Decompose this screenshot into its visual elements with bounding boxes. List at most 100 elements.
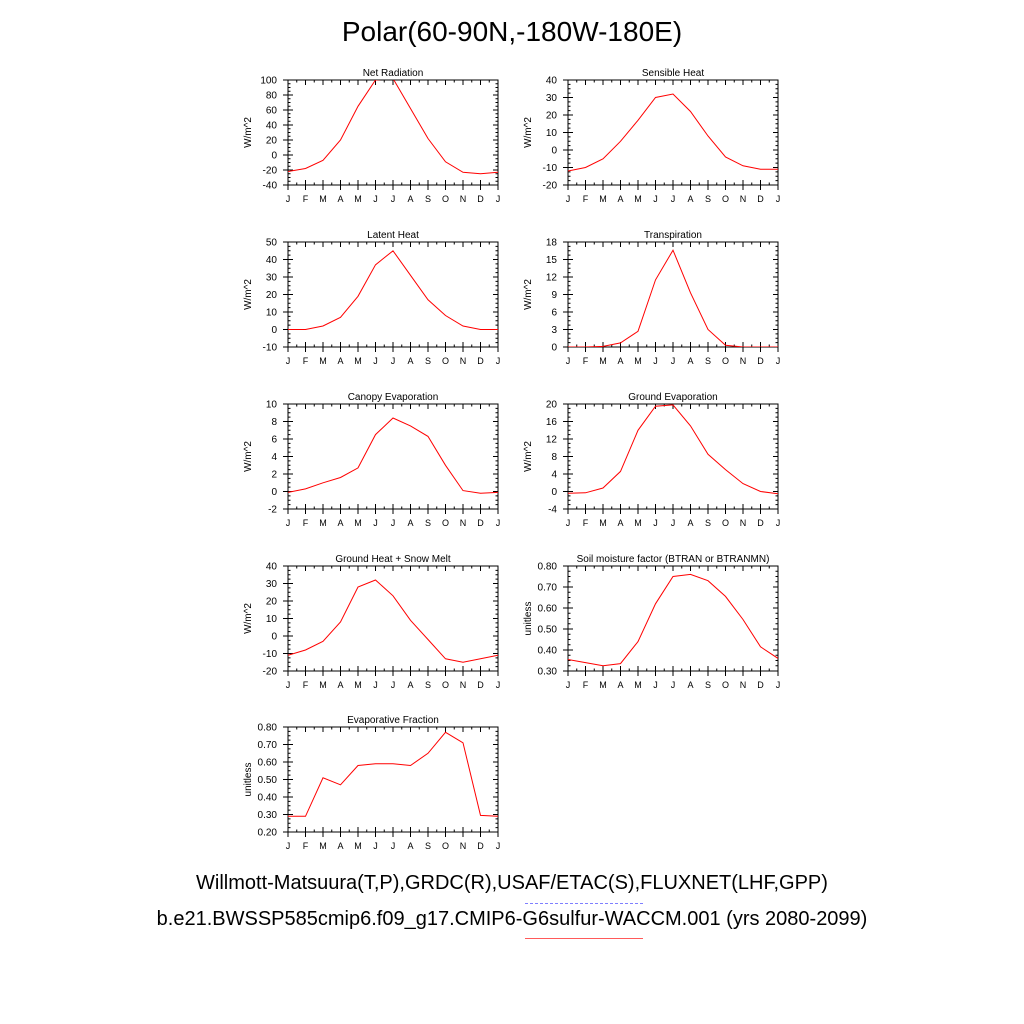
y-tick-label: 40: [266, 121, 278, 132]
y-tick-label: 10: [266, 614, 278, 625]
plot-frame: [287, 565, 499, 672]
x-tick-label: O: [722, 680, 729, 690]
y-axis-label: W/m^2: [243, 441, 254, 472]
x-tick-label: J: [286, 356, 291, 366]
x-tick-label: J: [566, 680, 571, 690]
plot-frame: [567, 79, 779, 186]
page-title: Polar(60-90N,-180W-180E): [341, 16, 683, 47]
y-tick-label: 0.70: [258, 740, 278, 751]
legend-observations: Willmott-Matsuura(T,P),GRDC(R),USAF/ETAC…: [196, 872, 828, 894]
chart-title: Latent Heat: [367, 230, 419, 241]
x-tick-label: D: [477, 194, 484, 204]
y-tick-label: 0.30: [538, 667, 558, 678]
x-tick-label: A: [617, 194, 623, 204]
x-tick-label: A: [407, 518, 413, 528]
y-tick-label: 0.40: [538, 646, 558, 657]
x-tick-label: N: [460, 356, 467, 366]
x-tick-label: A: [337, 194, 343, 204]
x-tick-label: F: [303, 841, 309, 851]
x-tick-label: J: [286, 194, 291, 204]
y-tick-label: 0.80: [538, 562, 558, 573]
x-tick-label: N: [740, 194, 747, 204]
x-tick-label: N: [740, 356, 747, 366]
x-tick-label: A: [617, 356, 623, 366]
x-tick-label: A: [687, 518, 693, 528]
y-tick-label: 60: [266, 106, 278, 117]
x-tick-label: J: [286, 841, 291, 851]
y-tick-label: 20: [546, 111, 558, 122]
y-tick-label: 0: [271, 632, 277, 643]
x-tick-label: M: [599, 518, 607, 528]
x-tick-label: J: [391, 518, 396, 528]
x-tick-label: J: [373, 194, 378, 204]
plot-frame: [567, 241, 779, 348]
x-tick-label: O: [442, 356, 449, 366]
y-tick-label: 3: [551, 325, 557, 336]
y-tick-label: 30: [266, 579, 278, 590]
x-tick-label: S: [705, 680, 711, 690]
x-tick-label: A: [337, 356, 343, 366]
x-tick-label: S: [425, 841, 431, 851]
panel-soil-moisture-factor: J F M A M J J A S O N D J 0.30 0.40 0.50 0.60 0.70 0.80 Soi…: [520, 550, 780, 700]
x-tick-label: N: [460, 680, 467, 690]
series-line: [288, 80, 498, 175]
x-tick-label: M: [354, 194, 362, 204]
x-tick-label: J: [496, 518, 501, 528]
x-tick-label: D: [757, 518, 764, 528]
x-tick-label: F: [583, 680, 589, 690]
y-tick-label: 40: [266, 255, 278, 266]
x-tick-label: D: [757, 356, 764, 366]
chart-transpiration: J F M A M J J A S O N D J0369121518TranspirationW/m^…: [523, 230, 780, 366]
y-tick-label: 0.70: [538, 583, 558, 594]
chart-title: Transpiration: [644, 230, 702, 241]
y-tick-label: -10: [263, 343, 278, 354]
y-tick-label: 0.60: [258, 758, 278, 769]
x-tick-label: J: [496, 356, 501, 366]
x-tick-label: J: [653, 356, 658, 366]
chart-title: Net Radiation: [363, 68, 424, 79]
x-tick-label: M: [354, 356, 362, 366]
y-tick-label: 100: [260, 76, 277, 87]
y-tick-label: 6: [551, 308, 557, 319]
x-tick-label: J: [566, 194, 571, 204]
x-tick-label: J: [373, 356, 378, 366]
legend-model-line: [525, 938, 643, 939]
chart-title: Ground Evaporation: [628, 392, 718, 403]
x-tick-label: F: [303, 518, 309, 528]
x-tick-label: M: [319, 680, 327, 690]
plot-frame: [287, 726, 499, 833]
y-tick-label: -2: [268, 505, 277, 516]
x-tick-label: D: [477, 841, 484, 851]
y-tick-label: 0: [551, 146, 557, 157]
y-tick-label: 2: [271, 470, 277, 481]
chart-title: Evaporative Fraction: [347, 715, 439, 726]
x-tick-label: J: [391, 194, 396, 204]
y-tick-label: -20: [263, 667, 278, 678]
y-tick-label: 40: [266, 562, 278, 573]
x-tick-label: A: [337, 518, 343, 528]
x-tick-label: J: [671, 518, 676, 528]
x-tick-label: A: [407, 194, 413, 204]
chart-evaporative-fraction: J F M A M J J A S O N D J0.200.300.400.500.600.700.8…: [243, 715, 501, 851]
x-tick-label: N: [740, 518, 747, 528]
x-tick-label: J: [373, 680, 378, 690]
x-tick-label: D: [477, 680, 484, 690]
y-tick-label: 0: [271, 151, 277, 162]
x-tick-label: J: [776, 518, 781, 528]
x-tick-label: M: [354, 518, 362, 528]
x-tick-label: J: [496, 841, 501, 851]
x-tick-label: F: [303, 680, 309, 690]
x-tick-label: M: [634, 194, 642, 204]
y-axis-label: unitless: [523, 602, 534, 636]
x-tick-label: O: [722, 356, 729, 366]
x-tick-label: S: [425, 194, 431, 204]
y-tick-label: -10: [543, 163, 558, 174]
x-tick-label: D: [757, 680, 764, 690]
y-tick-label: 10: [266, 308, 278, 319]
panel-net-radiation: J F M A M J J A S O N D J -40 -20 0 20 40 60 80 100 Net Radia…: [240, 64, 500, 214]
x-tick-label: F: [583, 518, 589, 528]
